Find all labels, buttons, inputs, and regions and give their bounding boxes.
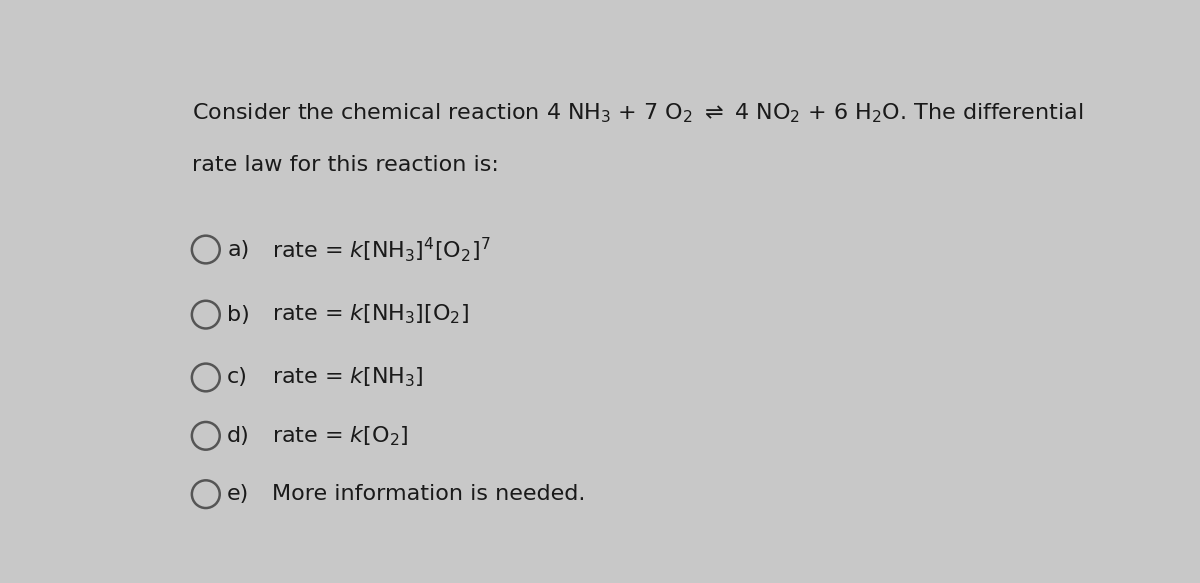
Text: d): d)	[227, 426, 250, 446]
Text: rate = $k$[NH$_3$][O$_2$]: rate = $k$[NH$_3$][O$_2$]	[272, 303, 469, 326]
Text: e): e)	[227, 484, 250, 504]
Text: c): c)	[227, 367, 248, 388]
Text: rate = $k$[NH$_3$]$^4$[O$_2$]$^7$: rate = $k$[NH$_3$]$^4$[O$_2$]$^7$	[272, 235, 491, 264]
Text: Consider the chemical reaction 4 NH$_3$ + 7 O$_2$ $\rightleftharpoons$ 4 NO$_2$ : Consider the chemical reaction 4 NH$_3$ …	[192, 101, 1084, 125]
Text: b): b)	[227, 304, 250, 325]
Text: rate law for this reaction is:: rate law for this reaction is:	[192, 155, 499, 175]
Text: More information is needed.: More information is needed.	[272, 484, 586, 504]
Text: a): a)	[227, 240, 250, 259]
Text: rate = $k$[O$_2$]: rate = $k$[O$_2$]	[272, 424, 408, 448]
Text: rate = $k$[NH$_3$]: rate = $k$[NH$_3$]	[272, 366, 424, 389]
